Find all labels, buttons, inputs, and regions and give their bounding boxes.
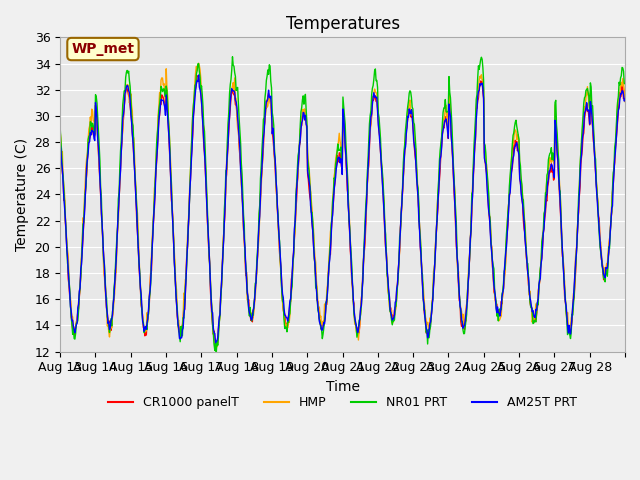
Legend: CR1000 panelT, HMP, NR01 PRT, AM25T PRT: CR1000 panelT, HMP, NR01 PRT, AM25T PRT: [103, 391, 582, 414]
HMP: [621, 99, 629, 105]
NR01 PRT: [277, 276, 285, 282]
CR1000 panelT: [194, 73, 202, 79]
HMP: [277, 270, 285, 276]
AM25T PRT: [621, 96, 629, 102]
AM25T PRT: [277, 266, 285, 272]
HMP: [211, 345, 219, 351]
NR01 PRT: [56, 125, 64, 131]
AM25T PRT: [212, 340, 220, 346]
NR01 PRT: [256, 202, 264, 208]
HMP: [56, 129, 64, 134]
AM25T PRT: [256, 213, 264, 219]
CR1000 panelT: [228, 86, 236, 92]
NR01 PRT: [228, 54, 236, 60]
CR1000 panelT: [434, 205, 442, 211]
X-axis label: Time: Time: [326, 380, 360, 394]
Line: CR1000 panelT: CR1000 panelT: [60, 76, 625, 349]
NR01 PRT: [212, 350, 220, 356]
HMP: [123, 84, 131, 89]
CR1000 panelT: [256, 204, 264, 210]
Line: NR01 PRT: NR01 PRT: [60, 57, 625, 353]
CR1000 panelT: [123, 84, 131, 90]
HMP: [256, 213, 264, 219]
NR01 PRT: [621, 81, 629, 87]
HMP: [195, 60, 202, 66]
CR1000 panelT: [403, 127, 410, 133]
HMP: [434, 193, 442, 199]
AM25T PRT: [195, 72, 202, 78]
CR1000 panelT: [277, 266, 285, 272]
HMP: [228, 85, 236, 91]
NR01 PRT: [227, 76, 235, 82]
Text: WP_met: WP_met: [72, 42, 134, 56]
Title: Temperatures: Temperatures: [285, 15, 399, 33]
Line: AM25T PRT: AM25T PRT: [60, 75, 625, 343]
AM25T PRT: [403, 131, 410, 137]
Y-axis label: Temperature (C): Temperature (C): [15, 138, 29, 251]
CR1000 panelT: [621, 98, 629, 104]
Line: HMP: HMP: [60, 63, 625, 348]
NR01 PRT: [123, 69, 131, 75]
NR01 PRT: [434, 188, 442, 193]
AM25T PRT: [434, 198, 442, 204]
AM25T PRT: [228, 86, 236, 92]
CR1000 panelT: [212, 346, 220, 352]
AM25T PRT: [56, 141, 64, 146]
CR1000 panelT: [56, 134, 64, 140]
HMP: [403, 128, 410, 133]
NR01 PRT: [403, 119, 410, 125]
AM25T PRT: [123, 84, 131, 90]
